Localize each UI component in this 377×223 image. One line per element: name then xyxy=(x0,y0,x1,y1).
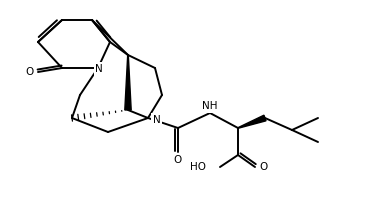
Text: O: O xyxy=(259,162,267,172)
Text: N: N xyxy=(153,115,161,125)
Text: N: N xyxy=(95,64,103,74)
Text: O: O xyxy=(174,155,182,165)
Polygon shape xyxy=(125,55,131,110)
Text: HO: HO xyxy=(190,162,206,172)
Text: NH: NH xyxy=(202,101,218,111)
Text: O: O xyxy=(26,67,34,77)
Polygon shape xyxy=(238,115,266,128)
